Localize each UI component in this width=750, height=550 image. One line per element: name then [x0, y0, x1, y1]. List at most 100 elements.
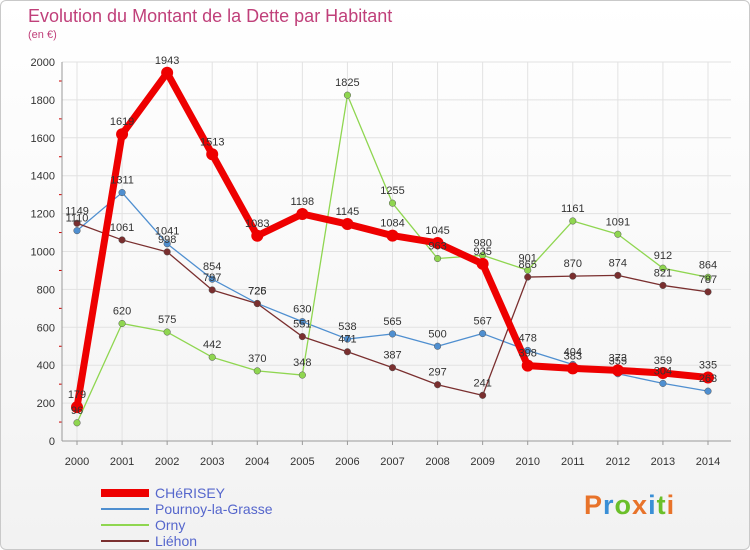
data-label: 874 [609, 257, 627, 269]
series-point [479, 330, 487, 338]
x-tick-label: 2012 [606, 456, 630, 468]
data-label: 1149 [65, 205, 89, 217]
series-point [434, 254, 442, 263]
data-label: 854 [203, 261, 221, 273]
data-label: 630 [293, 304, 311, 316]
y-tick-label: 600 [37, 322, 55, 334]
series-point [298, 333, 306, 341]
legend-label: Pournoy-la-Grasse [155, 501, 273, 517]
data-label: 478 [519, 332, 537, 344]
series-point [659, 281, 667, 289]
series-point [611, 364, 624, 377]
logo-letter: i [648, 490, 657, 520]
legend-swatch [101, 540, 149, 542]
y-tick-label: 1800 [31, 95, 55, 107]
series-point [298, 318, 306, 326]
data-label: 335 [699, 360, 717, 372]
x-tick-label: 2006 [335, 456, 359, 468]
data-label: 1110 [66, 213, 89, 225]
series-point [704, 288, 712, 296]
series-point [116, 128, 129, 141]
series-point [434, 342, 442, 350]
data-label: 1513 [200, 136, 224, 148]
series-layer [71, 66, 714, 427]
series-point [163, 240, 171, 248]
x-tick-label: 2008 [425, 456, 449, 468]
data-label: 538 [338, 321, 356, 333]
data-label: 726 [248, 285, 266, 297]
data-label: 870 [564, 258, 582, 270]
data-label: 912 [654, 250, 672, 262]
chart-unit: (en €) [28, 29, 57, 41]
series-point [431, 236, 444, 249]
data-label: 1311 [110, 175, 134, 187]
logo-letter: i [666, 490, 676, 520]
data-label: 1061 [110, 222, 134, 234]
series-point [704, 387, 712, 395]
data-label: 304 [654, 365, 672, 377]
data-label: 980 [473, 237, 491, 249]
series-point [388, 330, 397, 338]
legend-swatch [101, 508, 149, 510]
series-point [118, 236, 126, 244]
series-point [118, 319, 126, 328]
data-label: 398 [519, 348, 537, 360]
data-label: 1041 [155, 226, 179, 238]
data-label: 963 [428, 241, 446, 253]
data-label: 1619 [110, 116, 134, 128]
x-tick-label: 2007 [380, 456, 404, 468]
data-label: 241 [473, 377, 491, 389]
series-point [208, 353, 216, 361]
series-point [253, 367, 261, 375]
series-point [251, 229, 264, 242]
data-label: 1091 [606, 216, 630, 228]
series-point [296, 207, 309, 220]
series-point [73, 419, 81, 427]
y-tick-label: 400 [37, 360, 55, 372]
x-tick-label: 2005 [290, 456, 314, 468]
series-point [208, 286, 216, 294]
data-label: 500 [428, 328, 446, 340]
series-point [386, 229, 399, 242]
legend-label: CHéRISEY [155, 485, 226, 501]
series-point [73, 219, 81, 227]
data-label: 935 [473, 246, 491, 258]
series-point [476, 257, 489, 270]
data-label: 998 [158, 234, 176, 246]
y-tick-label: 1000 [31, 247, 55, 259]
data-label: 179 [68, 389, 86, 401]
data-label: 387 [383, 350, 401, 362]
data-label: 551 [293, 319, 311, 331]
y-tick-label: 1400 [31, 171, 55, 183]
y-tick-label: 2000 [31, 57, 55, 69]
data-label: 797 [203, 272, 221, 284]
series-point [656, 366, 669, 379]
series-point [524, 273, 532, 281]
data-label: 348 [293, 357, 311, 369]
y-tick-label: 1200 [31, 209, 55, 221]
series-point [163, 248, 171, 256]
x-tick-label: 2013 [651, 456, 675, 468]
series-point [614, 230, 622, 238]
data-label: 565 [383, 316, 401, 328]
x-tick-label: 2002 [155, 456, 179, 468]
y-tick-label: 1600 [31, 133, 55, 145]
series-point [659, 264, 667, 272]
y-tick-label: 200 [37, 398, 55, 410]
data-label: 370 [248, 353, 266, 365]
data-label: 1255 [380, 185, 404, 197]
data-label: 442 [203, 339, 221, 351]
data-label: 1943 [155, 55, 179, 67]
y-tick-label: 0 [49, 436, 55, 448]
series-point [659, 379, 667, 387]
data-label: 1084 [380, 218, 404, 230]
data-label: 383 [564, 350, 582, 362]
series-point [704, 273, 712, 281]
data-label: 263 [699, 373, 717, 385]
data-label: 359 [654, 355, 672, 367]
y-tick-label: 800 [37, 284, 55, 296]
series-point [434, 381, 442, 389]
data-label: 373 [609, 352, 627, 364]
data-label: 864 [699, 259, 717, 271]
